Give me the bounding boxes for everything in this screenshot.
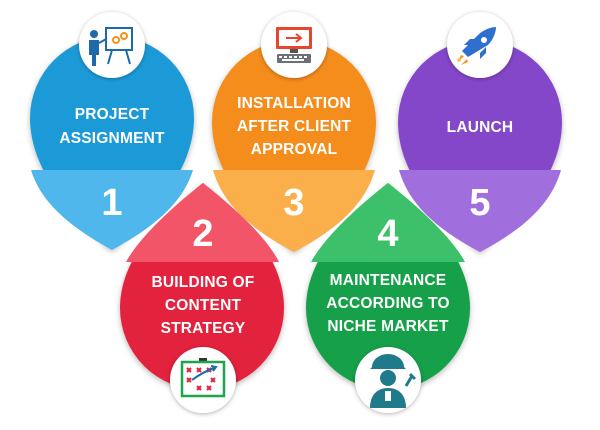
step-5-label-line-1: LAUNCH [447, 119, 514, 136]
step-4-label-line-3: NICHE MARKET [327, 318, 449, 335]
computer-icon [261, 12, 327, 78]
step-1-drop: PROJECT ASSIGNMENT 1 [30, 36, 194, 250]
step-2-label-line-2: CONTENT [165, 297, 242, 314]
step-5-number: 5 [469, 182, 490, 224]
step-2-label-line-1: BUILDING OF [152, 274, 255, 291]
step-3-label-line-3: APPROVAL [251, 141, 338, 158]
presentation-icon [79, 12, 145, 78]
step-4-drop: 4 MAINTENANCE ACCORDING TO NICHE MARKET [306, 183, 470, 390]
step-1-label-line-2: ASSIGNMENT [59, 130, 165, 147]
step-4-label-line-2: ACCORDING TO [326, 295, 450, 312]
step-3-drop: INSTALLATION AFTER CLIENT APPROVAL 3 [212, 40, 376, 252]
rocket-icon [447, 12, 513, 78]
step-4-number: 4 [377, 213, 398, 255]
step-5-drop: LAUNCH 5 [398, 40, 562, 252]
step-1-number: 1 [101, 182, 122, 224]
step-3-number: 3 [283, 182, 304, 224]
worker-icon [355, 347, 421, 413]
step-1-label-line-1: PROJECT [75, 106, 150, 123]
step-2-number: 2 [192, 213, 213, 255]
step-2-drop: 2 BUILDING OF CONTENT STRATEGY [120, 183, 284, 390]
step-3-label-line-2: AFTER CLIENT [237, 118, 352, 135]
step-3-label-line-1: INSTALLATION [237, 95, 351, 112]
step-4-label-line-1: MAINTENANCE [330, 272, 447, 289]
strategy-board-icon [170, 347, 236, 413]
step-2-label-line-3: STRATEGY [161, 320, 246, 337]
